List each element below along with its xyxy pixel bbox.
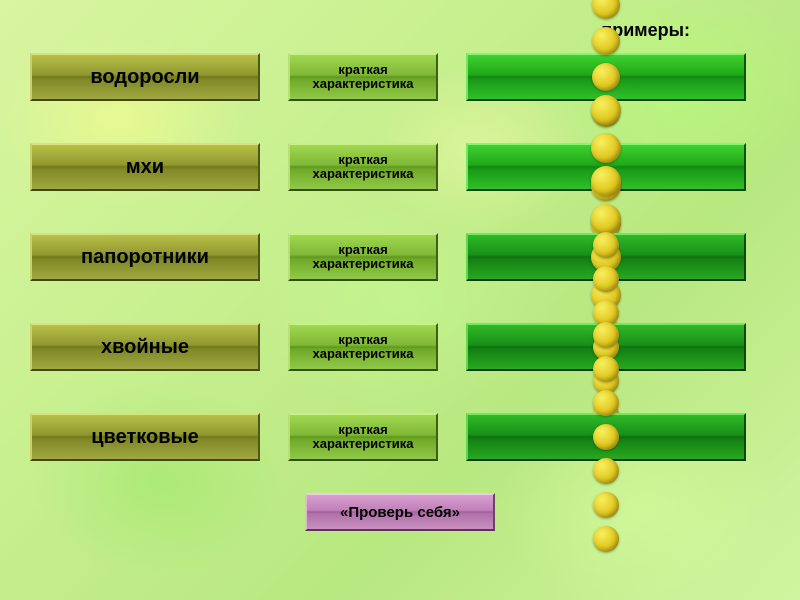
description-line: характеристика	[290, 347, 436, 361]
description-line: характеристика	[290, 437, 436, 451]
description-line: характеристика	[290, 167, 436, 181]
rows-container: водоросликраткаяхарактеристикамхикраткая…	[30, 53, 770, 461]
plant-group-row: водоросли краткаяхарактеристика	[30, 53, 770, 101]
category-label: водоросли	[32, 66, 258, 89]
plant-group-row: мхи краткаяхарактеристика	[30, 143, 770, 191]
description-line: характеристика	[290, 77, 436, 91]
category-button[interactable]: хвойные	[30, 323, 260, 371]
description-line: характеристика	[290, 257, 436, 271]
plant-group-row: цветковые краткаяхарактеристика	[30, 413, 770, 461]
example-dot	[592, 27, 620, 55]
example-dot	[593, 390, 619, 416]
footer-row: «Проверь себя»	[30, 503, 770, 531]
example-dot	[591, 204, 621, 234]
example-dot	[593, 322, 619, 348]
example-dot	[593, 526, 619, 552]
category-label: хвойные	[32, 336, 258, 359]
example-dot	[593, 266, 619, 292]
category-label: цветковые	[32, 426, 258, 449]
description-line: краткая	[290, 153, 436, 167]
example-dot	[593, 458, 619, 484]
description-line: краткая	[290, 423, 436, 437]
examples-box[interactable]	[466, 413, 746, 461]
category-button[interactable]: цветковые	[30, 413, 260, 461]
description-button[interactable]: краткаяхарактеристика	[288, 233, 438, 281]
category-button[interactable]: водоросли	[30, 53, 260, 101]
content-area: примеры: водоросликраткаяхарактеристикам…	[0, 0, 800, 551]
description-line: краткая	[290, 243, 436, 257]
category-button[interactable]: мхи	[30, 143, 260, 191]
example-dot	[591, 133, 621, 163]
description-button[interactable]: краткаяхарактеристика	[288, 323, 438, 371]
plant-group-row: хвойные краткаяхарактеристика	[30, 323, 770, 371]
example-dot	[593, 232, 619, 258]
example-dot	[593, 492, 619, 518]
examples-box[interactable]	[466, 53, 746, 101]
header-label: примеры:	[30, 20, 770, 41]
category-label: мхи	[32, 156, 258, 179]
check-button-label: «Проверь себя»	[307, 504, 493, 521]
example-dot	[591, 95, 621, 125]
category-button[interactable]: папоротники	[30, 233, 260, 281]
example-dot	[592, 63, 620, 91]
description-line: краткая	[290, 63, 436, 77]
category-label: папоротники	[32, 246, 258, 269]
example-dot	[593, 356, 619, 382]
example-dot	[593, 424, 619, 450]
description-button[interactable]: краткаяхарактеристика	[288, 413, 438, 461]
description-button[interactable]: краткаяхарактеристика	[288, 143, 438, 191]
example-dot	[592, 0, 620, 19]
description-button[interactable]: краткаяхарактеристика	[288, 53, 438, 101]
plant-group-row: папоротники краткаяхарактеристика	[30, 233, 770, 281]
check-yourself-button[interactable]: «Проверь себя»	[305, 493, 495, 531]
example-dot	[591, 166, 621, 196]
description-line: краткая	[290, 333, 436, 347]
